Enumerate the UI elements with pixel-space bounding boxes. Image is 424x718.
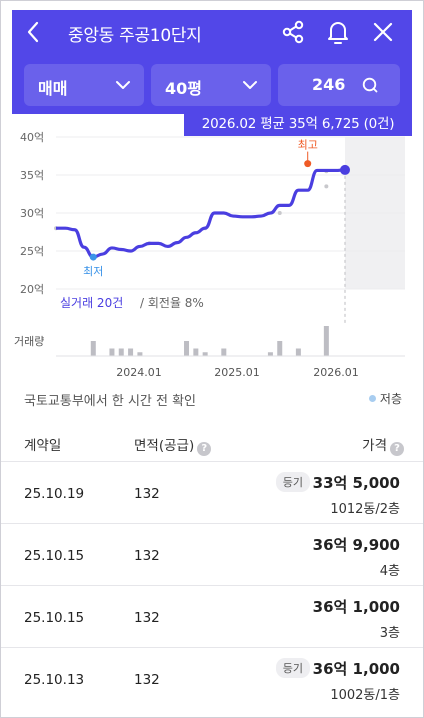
volume-label: 거래량 (14, 335, 44, 348)
size-select[interactable]: 40평 (151, 64, 271, 106)
y-tick-label: 30억 (20, 207, 44, 220)
col-area-label: 면적(공급) (134, 438, 195, 454)
bell-icon[interactable] (324, 18, 352, 46)
row-floor: 3층 (379, 626, 400, 641)
filter-bar: 매매 40평 246 (12, 64, 412, 106)
row-date: 25.10.19 (24, 486, 85, 502)
table-row[interactable]: 25.10.15 132 36억 1,000 3층 (0, 586, 424, 648)
y-tick-label: 35억 (20, 169, 44, 182)
y-tick-label: 40억 (20, 131, 44, 144)
y-tick-label: 25억 (20, 245, 44, 258)
registered-badge: 등기 (275, 658, 310, 678)
x-tick-label: 2025.01 (214, 366, 260, 379)
trade-type-label: 매매 (38, 79, 68, 98)
price-line (56, 168, 346, 259)
divider (0, 585, 424, 586)
listing-count-button[interactable]: 246 (278, 64, 400, 106)
registered-badge: 등기 (275, 472, 310, 492)
back-arrow-icon[interactable] (22, 20, 46, 44)
title-bar: 중앙동 주공10단지 (12, 10, 412, 54)
volume-bar (128, 348, 134, 356)
header: 중앙동 주공10단지 매매 40평 (12, 10, 412, 114)
volume-bar (267, 352, 273, 356)
scatter-point (324, 184, 329, 189)
trade-type-select[interactable]: 매매 (24, 64, 144, 106)
scatter-point (277, 211, 282, 215)
volume-bar (118, 348, 124, 356)
row-price: 36억 1,000 (312, 598, 400, 616)
col-price-label: 가격 (362, 438, 387, 454)
divider (0, 647, 424, 648)
volume-bar (323, 326, 329, 356)
min-label: 최저 (83, 265, 103, 278)
volume-bar (184, 341, 190, 356)
min-point (89, 253, 97, 261)
volume-bar (295, 348, 301, 356)
row-floor: 1002동/1층 (330, 688, 400, 703)
row-date: 25.10.13 (24, 672, 85, 688)
row-area: 132 (134, 672, 160, 688)
volume-bar (277, 341, 283, 356)
row-price: 36억 9,900 (312, 536, 400, 554)
deal-count-summary: 실거래 20건 (60, 296, 123, 310)
legend-low-label: 저층 (379, 392, 402, 406)
volume-bar (193, 348, 199, 356)
table-row[interactable]: 25.10.15 132 36억 9,900 4층 (0, 524, 424, 586)
row-area: 132 (134, 610, 160, 626)
x-tick-label: 2026.01 (313, 366, 359, 379)
share-icon[interactable] (280, 19, 306, 45)
help-icon[interactable]: ? (390, 442, 404, 456)
col-area: 면적(공급)? (134, 434, 212, 456)
volume-bar (109, 348, 115, 356)
row-floor: 4층 (379, 564, 400, 579)
help-icon[interactable]: ? (197, 442, 212, 456)
table-header: 계약일 면적(공급)? 가격? (0, 432, 424, 462)
x-tick-label: 2024.01 (116, 366, 162, 379)
max-label: 최고 (298, 139, 318, 152)
chevron-down-icon (116, 81, 130, 89)
row-floor: 1012동/2층 (330, 502, 400, 517)
row-area: 132 (134, 548, 160, 564)
row-price: 33억 5,000 (312, 474, 400, 492)
close-icon[interactable] (370, 19, 396, 45)
divider (0, 461, 424, 462)
size-label: 40평 (165, 79, 202, 98)
volume-bar (221, 348, 227, 356)
divider (0, 523, 424, 524)
chevron-down-icon (243, 81, 257, 89)
col-price: 가격? (362, 434, 404, 456)
row-area: 132 (134, 486, 160, 502)
search-bubble-icon (362, 77, 378, 93)
volume-bar (137, 352, 143, 356)
latest-point (340, 164, 350, 175)
y-tick-label: 20억 (20, 283, 44, 296)
row-price: 36억 1,000 (312, 660, 400, 678)
volume-bar (202, 352, 208, 356)
turnover-summary: / 회전율 8% (140, 296, 204, 310)
chart-tooltip: 2026.02 평균 35억 6,725 (0건) (184, 112, 412, 136)
max-point (304, 160, 312, 168)
data-source-note: 국토교통부에서 한 시간 전 확인 (24, 394, 197, 409)
col-contract-date: 계약일 (24, 438, 62, 454)
table-row[interactable]: 25.10.19 132 등기 33억 5,000 1012동/2층 (0, 462, 424, 524)
row-date: 25.10.15 (24, 610, 85, 626)
page-title: 중앙동 주공10단지 (68, 26, 202, 46)
legend-dot-icon (368, 395, 376, 402)
listing-count: 246 (312, 75, 346, 94)
table-row[interactable]: 25.10.13 132 등기 36억 1,000 1002동/1층 (0, 648, 424, 710)
row-date: 25.10.15 (24, 548, 85, 564)
volume-bar (90, 341, 96, 356)
legend-low-floor: 저층 (368, 390, 402, 407)
